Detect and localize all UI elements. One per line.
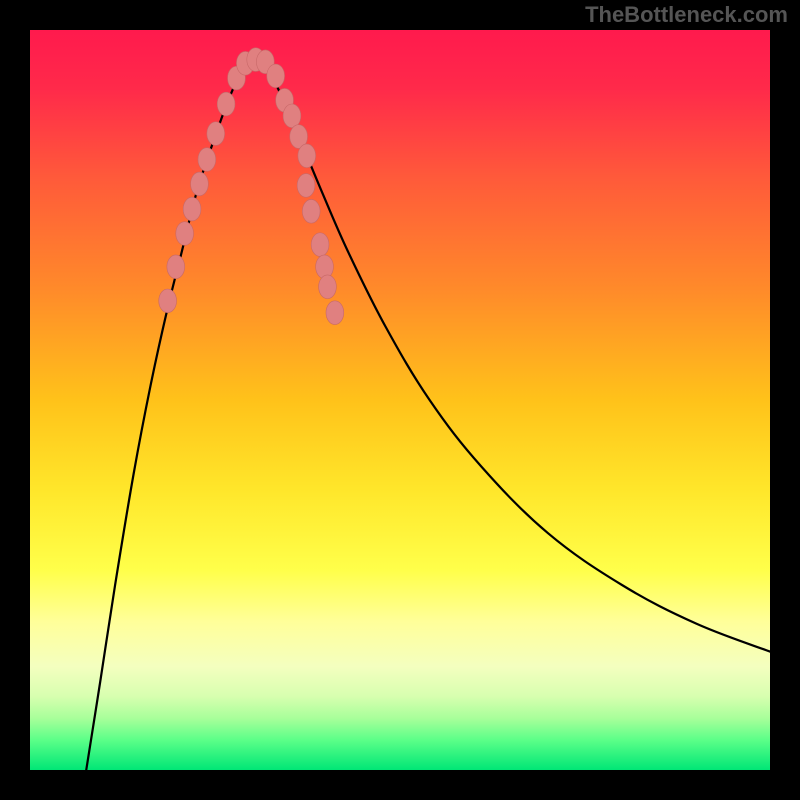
marker-point xyxy=(297,174,315,198)
marker-point xyxy=(298,144,316,168)
marker-point xyxy=(159,289,177,313)
marker-point xyxy=(267,64,285,88)
marker-point xyxy=(316,255,334,279)
marker-point xyxy=(198,148,216,172)
marker-point xyxy=(167,255,185,279)
marker-point xyxy=(183,197,201,221)
watermark-text: TheBottleneck.com xyxy=(585,2,788,28)
plot-overlay xyxy=(30,30,770,770)
scatter-markers xyxy=(159,48,344,325)
marker-point xyxy=(283,104,301,128)
marker-point xyxy=(176,222,194,246)
marker-point xyxy=(191,172,209,196)
marker-point xyxy=(302,199,320,223)
curve-right xyxy=(252,58,770,651)
marker-point xyxy=(311,233,329,257)
marker-point xyxy=(326,301,344,325)
marker-point xyxy=(319,275,337,299)
plot-area xyxy=(30,30,770,770)
curve-left xyxy=(86,58,252,770)
marker-point xyxy=(217,92,235,116)
marker-point xyxy=(207,122,225,146)
